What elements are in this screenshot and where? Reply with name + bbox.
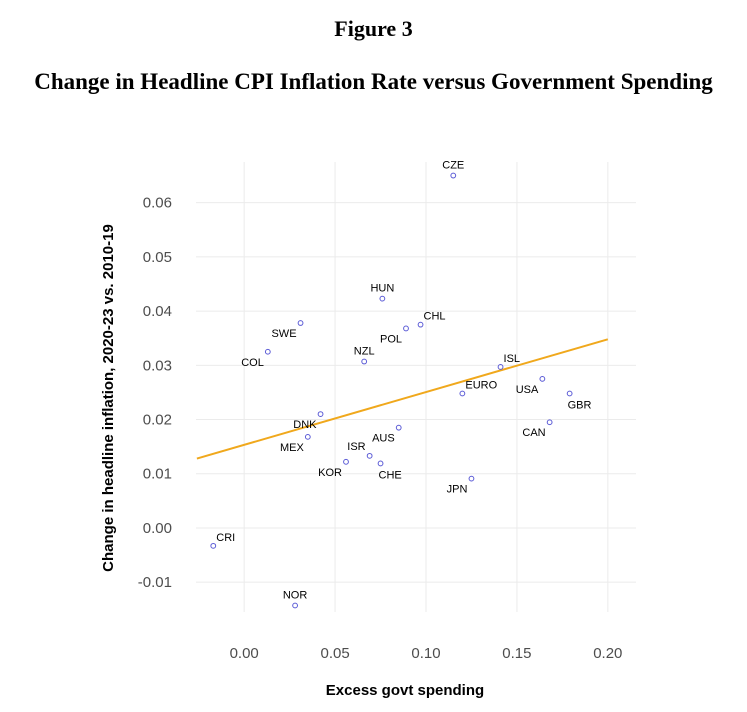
y-tick-label: 0.04 <box>143 303 172 320</box>
point-label-isl: ISL <box>504 353 521 365</box>
data-point-euro <box>459 390 466 397</box>
figure-title: Change in Headline CPI Inflation Rate ve… <box>34 69 713 94</box>
data-point-jpn <box>468 475 475 482</box>
point-label-kor: KOR <box>318 467 342 479</box>
x-axis-title: Excess govt spending <box>326 682 484 699</box>
data-point-nor <box>292 602 298 609</box>
y-tick-label: 0.01 <box>143 466 172 483</box>
data-point-dnk <box>317 411 324 418</box>
y-tick-label: 0.02 <box>143 412 172 429</box>
data-point-cri <box>210 542 217 549</box>
data-points <box>210 172 573 609</box>
data-point-isr <box>366 452 373 459</box>
data-point-gbr <box>566 390 573 397</box>
data-point-aus <box>395 424 402 431</box>
point-label-usa: USA <box>516 384 539 396</box>
point-label-isr: ISR <box>347 441 365 453</box>
point-label-che: CHE <box>379 469 402 481</box>
data-point-kor <box>343 458 349 465</box>
data-point-usa <box>539 375 546 382</box>
point-label-gbr: GBR <box>568 400 592 412</box>
point-label-col: COL <box>241 357 264 369</box>
tick-labels: 0.00 0.05 0.10 0.15 0.20 -0.01 0.00 0.01 0.02 0.0… <box>138 195 623 662</box>
point-label-aus: AUS <box>372 433 395 445</box>
point-label-dnk: DNK <box>293 419 317 431</box>
x-tick-label: 0.20 <box>593 645 622 662</box>
data-point-chl <box>417 321 424 328</box>
point-label-pol: POL <box>380 333 402 345</box>
y-tick-label: 0.05 <box>143 249 172 266</box>
data-point-swe <box>297 320 304 326</box>
point-label-nzl: NZL <box>354 346 375 358</box>
x-tick-label: 0.10 <box>411 645 440 662</box>
x-tick-label: 0.05 <box>320 645 349 662</box>
point-label-mex: MEX <box>280 442 305 454</box>
grid-lines <box>196 162 636 612</box>
y-tick-label: -0.01 <box>138 574 172 591</box>
x-tick-label: 0.15 <box>502 645 531 662</box>
data-point-can <box>546 419 553 426</box>
data-point-hun <box>379 295 386 302</box>
point-label-jpn: JPN <box>447 484 468 496</box>
data-point-cze <box>450 172 457 179</box>
y-tick-label: 0.03 <box>143 357 172 374</box>
point-label-nor: NOR <box>283 589 308 601</box>
x-tick-label: 0.00 <box>230 645 259 662</box>
data-point-isl <box>497 364 504 370</box>
point-label-cze: CZE <box>442 160 464 172</box>
point-label-euro: EURO <box>465 380 497 392</box>
point-label-swe: SWE <box>271 328 296 340</box>
data-point-mex <box>304 433 311 440</box>
point-label-can: CAN <box>522 427 545 439</box>
y-tick-label: 0.00 <box>143 520 172 537</box>
y-axis-title: Change in headline inflation, 2020-23 vs… <box>100 224 117 572</box>
point-label-cri: CRI <box>216 532 235 544</box>
trend-line <box>196 338 609 460</box>
point-label-hun: HUN <box>370 283 394 295</box>
data-point-pol <box>403 325 409 332</box>
point-label-chl: CHL <box>424 311 446 323</box>
data-point-che <box>377 460 384 467</box>
data-point-nzl <box>361 358 368 365</box>
point-labels: CZE HUN SWE CHL POL COL NZL ISL USA EURO GBR DNK CAN… <box>216 160 591 602</box>
data-point-col <box>264 348 271 355</box>
figure-number: Figure 3 <box>334 16 413 41</box>
trend-line-layer <box>196 338 609 460</box>
y-tick-label: 0.06 <box>143 195 172 212</box>
